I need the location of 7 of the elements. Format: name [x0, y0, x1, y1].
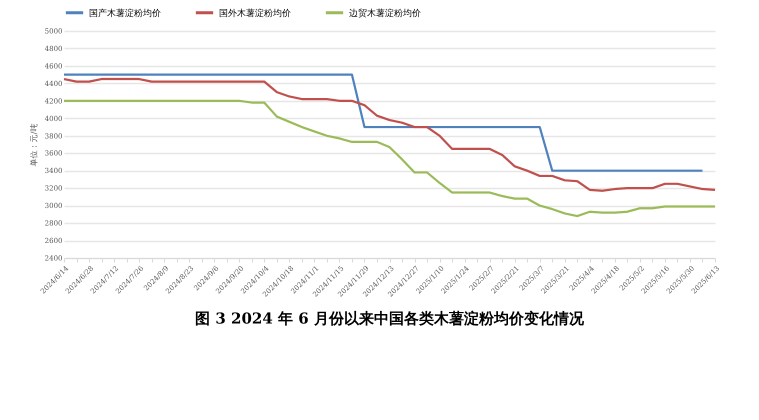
y-axis-title: 单位：元/吨 — [30, 124, 39, 166]
legend-label: 国产木薯淀粉均价 — [89, 8, 161, 19]
text: 图 3 2024 年 6 月份以来中国各类木薯淀粉均价变化情况 — [195, 309, 585, 328]
line-series — [62, 78, 716, 192]
line-series — [62, 100, 716, 218]
legend-label: 边贸木薯淀粉均价 — [349, 8, 421, 19]
legend-label: 国外木薯淀粉均价 — [219, 8, 291, 19]
